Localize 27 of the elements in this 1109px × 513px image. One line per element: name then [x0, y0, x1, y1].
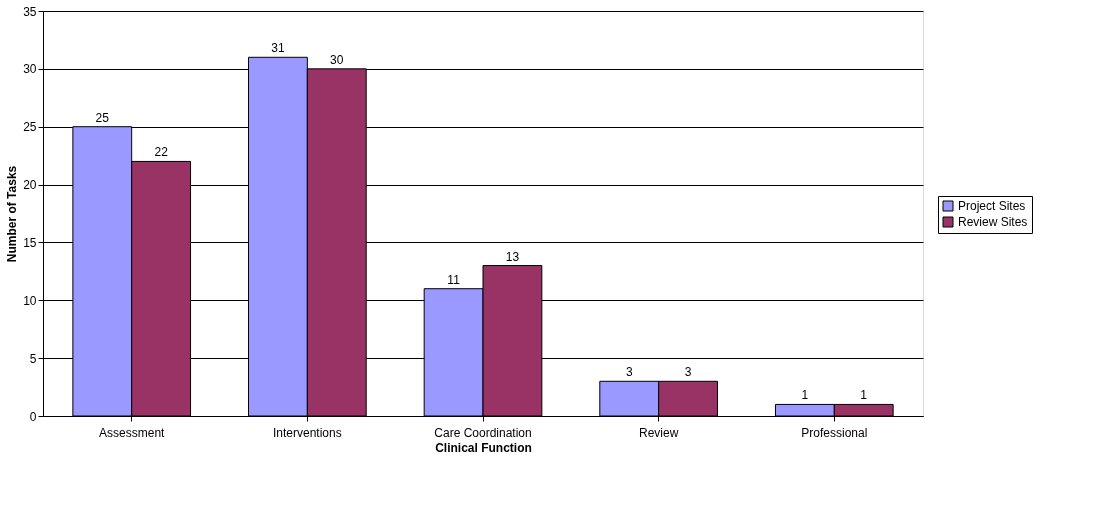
- y-tick-label: 0: [29, 409, 37, 424]
- y-tick-label: 15: [23, 235, 37, 250]
- y-tick-label: 10: [23, 293, 37, 308]
- y-tick-label: 20: [23, 178, 37, 193]
- data-label: 31: [271, 41, 285, 56]
- x-tick-label: Care Coordination: [434, 425, 532, 440]
- data-label: 30: [330, 52, 344, 67]
- data-label: 22: [154, 145, 169, 160]
- x-tick-label: Assessment: [99, 425, 166, 440]
- data-label: 11: [447, 272, 461, 287]
- y-tick-label: 30: [23, 62, 37, 77]
- y-axis-title: Number of Tasks: [5, 165, 20, 263]
- x-axis-title: Clinical Function: [435, 440, 532, 455]
- data-label: 3: [684, 365, 692, 380]
- y-tick-label: 35: [23, 4, 37, 19]
- y-tick-label: 25: [23, 120, 37, 135]
- x-tick-label: Review: [638, 425, 679, 440]
- x-tick-label: Professional: [801, 425, 868, 440]
- y-tick-label: 5: [29, 351, 37, 366]
- data-label: 3: [625, 365, 633, 380]
- data-label: 1: [860, 388, 868, 403]
- data-label: 1: [801, 388, 809, 403]
- x-tick-label: Interventions: [272, 425, 342, 440]
- legend-label: Review Sites: [958, 215, 1028, 229]
- legend-label: Project Sites: [958, 199, 1026, 213]
- data-label: 25: [95, 110, 110, 125]
- data-label: 13: [505, 249, 520, 264]
